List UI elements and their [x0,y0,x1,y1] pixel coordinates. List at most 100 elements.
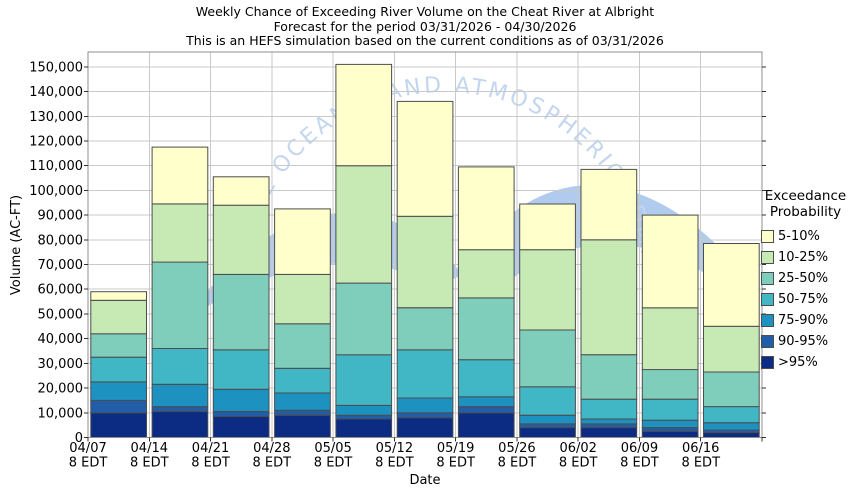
x-axis-title: Date [409,473,440,488]
legend-item-10-25%: 10-25% [761,247,850,268]
y-tick-label: 40,000 [38,332,84,347]
legend-label: 75-90% [778,313,829,328]
x-tick-label-date: 05/19 [437,441,474,456]
bar-segment-06/02-75-90% [580,418,638,425]
bar-segment-05/12-50-75% [396,349,454,399]
bar-segment-05/19-5-10% [457,166,515,251]
bar-segment-06/09-5-10% [641,214,699,309]
bar-segment-05/05-5-10% [335,63,393,167]
chart-title-line3: This is an HEFS simulation based on the … [186,33,664,49]
legend-label: 10-25% [778,250,829,265]
y-tick-label: 150,000 [29,60,83,75]
bar-segment-04/14-10-25% [151,203,209,263]
bar-segment-06/09-50-75% [641,398,699,421]
bar-segment-04/07-90-95% [90,399,148,414]
bar-segment-06/16-75-90% [703,422,760,431]
y-tick-label: 50,000 [38,307,84,322]
legend-swatch [761,356,774,369]
bar-segment-05/26->95% [519,427,576,439]
bar-segment-06/16-10-25% [703,325,760,373]
x-tick-label-date: 05/12 [376,441,413,456]
legend-label: >95% [778,355,818,370]
bar-segment-05/19-50-75% [457,359,515,398]
legend-title-line1: Exceedance [764,188,847,204]
y-tick-label: 100,000 [29,184,83,199]
bar-segment-05/19-10-25% [457,249,515,299]
bar-segment-06/02-25-50% [580,354,638,400]
bar-segment-04/07->95% [90,412,148,438]
y-tick-label: 130,000 [29,110,83,125]
bar-segment-04/14-5-10% [151,146,209,205]
x-tick-label-date: 04/14 [131,441,168,456]
bar-segment-05/26-50-75% [519,386,576,416]
plot-border [87,51,763,439]
bar-segment-06/02-50-75% [580,398,638,420]
x-tick-label-time: 8 EDT [130,456,169,471]
bar-segment-06/02->95% [580,427,638,439]
bar-segment-05/12-75-90% [396,397,454,414]
bar-segment-04/14->95% [151,411,209,439]
bar-segment-04/21-75-90% [212,388,270,412]
x-tick-label-time: 8 EDT [681,456,720,471]
x-tick-label-time: 8 EDT [314,456,353,471]
bar-segment-05/26-25-50% [519,329,576,388]
bar-segment-05/05-50-75% [335,354,393,406]
chart-title-line2: Forecast for the period 03/31/2026 - 04/… [273,18,577,34]
x-tick-label-date: 06/02 [559,441,596,456]
x-tick-label-date: 06/16 [682,441,719,456]
bar-segment-04/28-50-75% [274,367,331,394]
y-tick-label: 70,000 [38,258,84,273]
y-tick-label: 140,000 [29,85,83,100]
x-tick-label-time: 8 EDT [191,456,230,471]
bar-segment-04/28-10-25% [274,273,331,325]
legend-item-50-75%: 50-75% [761,289,850,310]
y-axis-title: Volume (AC-FT) [9,195,24,295]
y-tick-label: 0 [75,431,83,446]
bar-segment-05/12-25-50% [396,307,454,351]
chart-title-line1: Weekly Chance of Exceeding River Volume … [195,4,655,19]
bar-segment-05/05-75-90% [335,404,393,416]
legend-item-5-10%: 5-10% [761,226,850,247]
bar-segment-04/21-5-10% [212,176,270,206]
y-tick-label: 80,000 [38,233,84,248]
legend-swatch [761,251,774,264]
bar-segment-04/07-25-50% [90,333,148,358]
y-tick-label: 120,000 [29,134,83,149]
x-tick-label-time: 8 EDT [620,456,659,471]
bar-segment-05/05-10-25% [335,165,393,284]
legend-title: Exceedance Probability [761,188,850,220]
x-tick-label-time: 8 EDT [69,456,108,471]
bar-segment-04/28-90-95% [274,409,331,416]
bar-segment-05/26-90-95% [519,423,576,429]
bar-segment-04/07-10-25% [90,299,148,335]
bar-segment-06/09->95% [641,430,699,438]
bar-segment-05/12-5-10% [396,100,454,217]
bar-segment-04/14-25-50% [151,261,209,349]
bar-segment-06/02-10-25% [580,239,638,356]
bar-segment-04/28->95% [274,414,331,438]
bar-segment-06/16-5-10% [703,243,760,327]
bar-segment-04/21-10-25% [212,204,270,275]
bar-segment-04/14-75-90% [151,383,209,408]
bar-segment-06/09-25-50% [641,369,699,400]
legend-label: 5-10% [778,229,820,244]
legend-title-line2: Probability [769,203,842,220]
legend-swatch [761,314,774,327]
bar-segment-05/12->95% [396,417,454,439]
bar-segment-06/09-10-25% [641,307,699,371]
bar-segment-05/12-90-95% [396,412,454,419]
legend-label: 50-75% [778,292,829,307]
bar-segment-05/19-75-90% [457,396,515,408]
bar-segment-04/28-5-10% [274,208,331,275]
legend-swatch [761,293,774,306]
x-tick-label-time: 8 EDT [498,456,537,471]
x-tick-label-time: 8 EDT [253,456,292,471]
x-tick-label-date: 06/09 [621,441,658,456]
x-tick-label-time: 8 EDT [375,456,414,471]
bar-segment-06/09-75-90% [641,419,699,429]
bar-segment-06/09-90-95% [641,427,699,432]
bar-segment-05/05->95% [335,418,393,438]
x-tick-label-date: 04/21 [192,441,229,456]
